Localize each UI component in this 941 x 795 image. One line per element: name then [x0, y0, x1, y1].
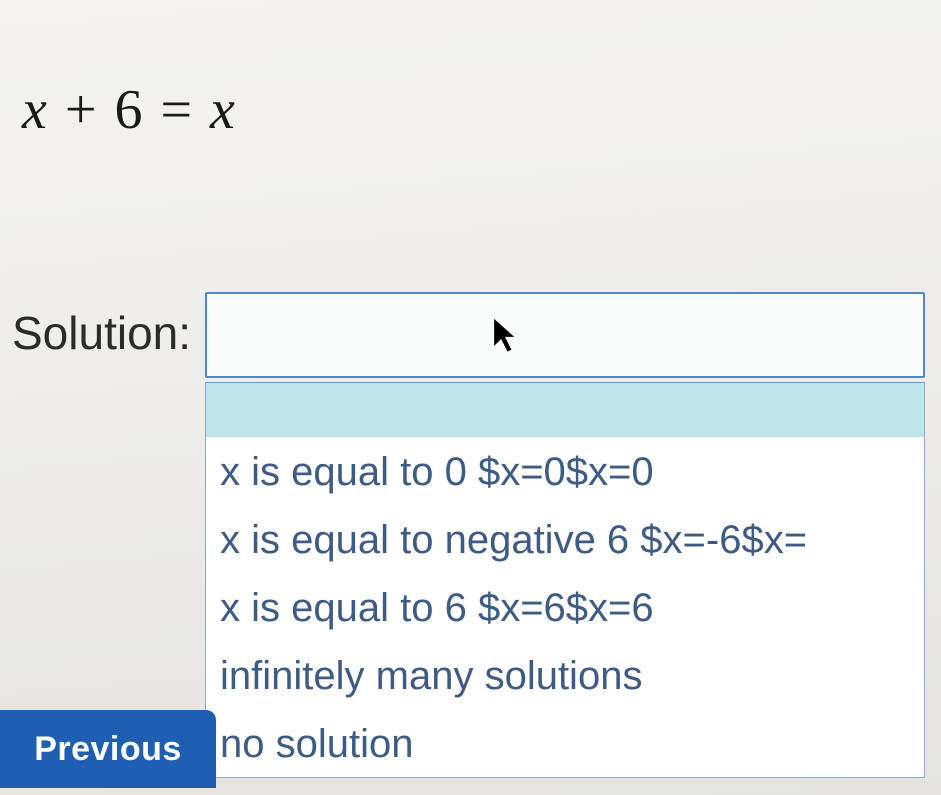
dropdown-option-infinite[interactable]: infinitely many solutions	[206, 641, 924, 709]
dropdown-option-zero[interactable]: x is equal to 0 $x=0$x=0	[206, 437, 924, 505]
dropdown-option-six[interactable]: x is equal to 6 $x=6$x=6	[206, 573, 924, 641]
dropdown-option-no-solution[interactable]: no solution	[206, 709, 924, 777]
equation-rhs-var: x	[210, 79, 237, 141]
previous-button-label: Previous	[34, 730, 182, 769]
previous-button[interactable]: Previous	[0, 710, 216, 788]
equation-equals: =	[160, 79, 194, 141]
solution-label: Solution:	[12, 292, 191, 360]
dropdown-option-blank[interactable]	[206, 383, 924, 437]
equation-lhs-var: x	[22, 79, 49, 141]
solution-dropdown[interactable]: x is equal to 0 $x=0$x=0 x is equal to n…	[205, 292, 925, 378]
equation-constant: 6	[114, 79, 144, 141]
cursor-icon	[491, 314, 521, 356]
solution-row: Solution: x is equal to 0 $x=0$x=0 x is …	[12, 292, 925, 378]
equation-display: x + 6 = x	[22, 78, 237, 142]
dropdown-list: x is equal to 0 $x=0$x=0 x is equal to n…	[205, 382, 925, 778]
dropdown-option-neg-six[interactable]: x is equal to negative 6 $x=-6$x=	[206, 505, 924, 573]
equation-plus: +	[65, 79, 99, 141]
dropdown-field[interactable]	[205, 292, 925, 378]
